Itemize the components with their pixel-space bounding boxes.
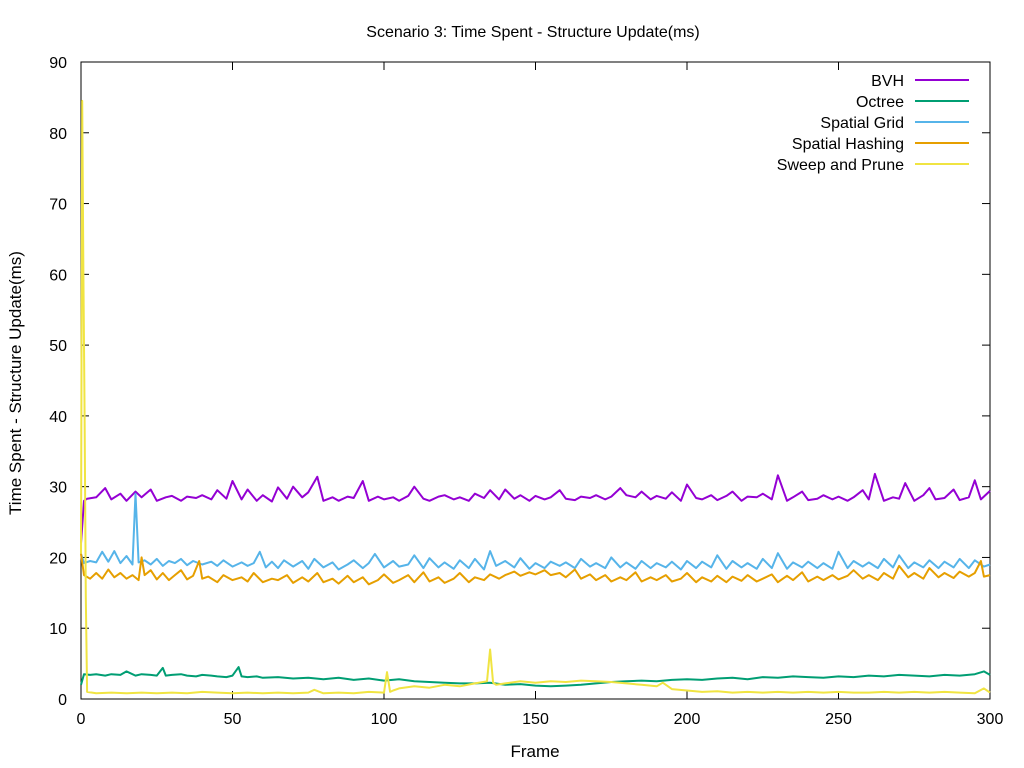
x-tick-label: 200	[674, 711, 701, 728]
series-line-spatial-grid	[80, 492, 991, 571]
y-axis: 0 10 20 30 40 50 60 70 80 90	[49, 55, 990, 709]
x-axis: 0 50 100 150 200 250 300	[77, 62, 1004, 728]
y-tick-label: 70	[49, 197, 67, 214]
legend-label-octree: Octree	[856, 94, 904, 111]
y-tick-label: 50	[49, 338, 67, 355]
x-tick-label: 100	[371, 711, 398, 728]
x-tick-label: 50	[224, 711, 242, 728]
legend-label-bvh: BVH	[871, 73, 904, 90]
y-tick-label: 80	[49, 126, 67, 143]
y-axis-title: Time Spent - Structure Update(ms)	[6, 251, 25, 515]
y-tick-label: 90	[49, 55, 67, 72]
x-tick-label: 250	[825, 711, 852, 728]
legend-label-spatial-grid: Spatial Grid	[820, 115, 904, 132]
y-tick-label: 30	[49, 480, 67, 497]
chart-title: Scenario 3: Time Spent - Structure Updat…	[366, 24, 699, 41]
series-line-bvh	[80, 472, 991, 544]
series-line-sweep-and-prune	[80, 99, 991, 695]
legend-label-spatial-hashing: Spatial Hashing	[792, 136, 904, 153]
y-tick-label: 60	[49, 267, 67, 284]
y-tick-label: 10	[49, 621, 67, 638]
x-tick-label: 0	[77, 711, 86, 728]
legend: BVH Octree Spatial Grid Spatial Hashing Swee…	[777, 73, 969, 174]
series-line-octree	[80, 666, 991, 688]
y-tick-label: 40	[49, 409, 67, 426]
x-tick-label: 300	[977, 711, 1004, 728]
x-tick-label: 150	[522, 711, 549, 728]
y-tick-label: 0	[58, 692, 67, 709]
series-line-spatial-hashing	[80, 553, 991, 586]
series-group	[80, 99, 991, 695]
y-tick-label: 20	[49, 550, 67, 567]
x-axis-title: Frame	[510, 742, 559, 761]
legend-label-sweep-and-prune: Sweep and Prune	[777, 157, 904, 174]
